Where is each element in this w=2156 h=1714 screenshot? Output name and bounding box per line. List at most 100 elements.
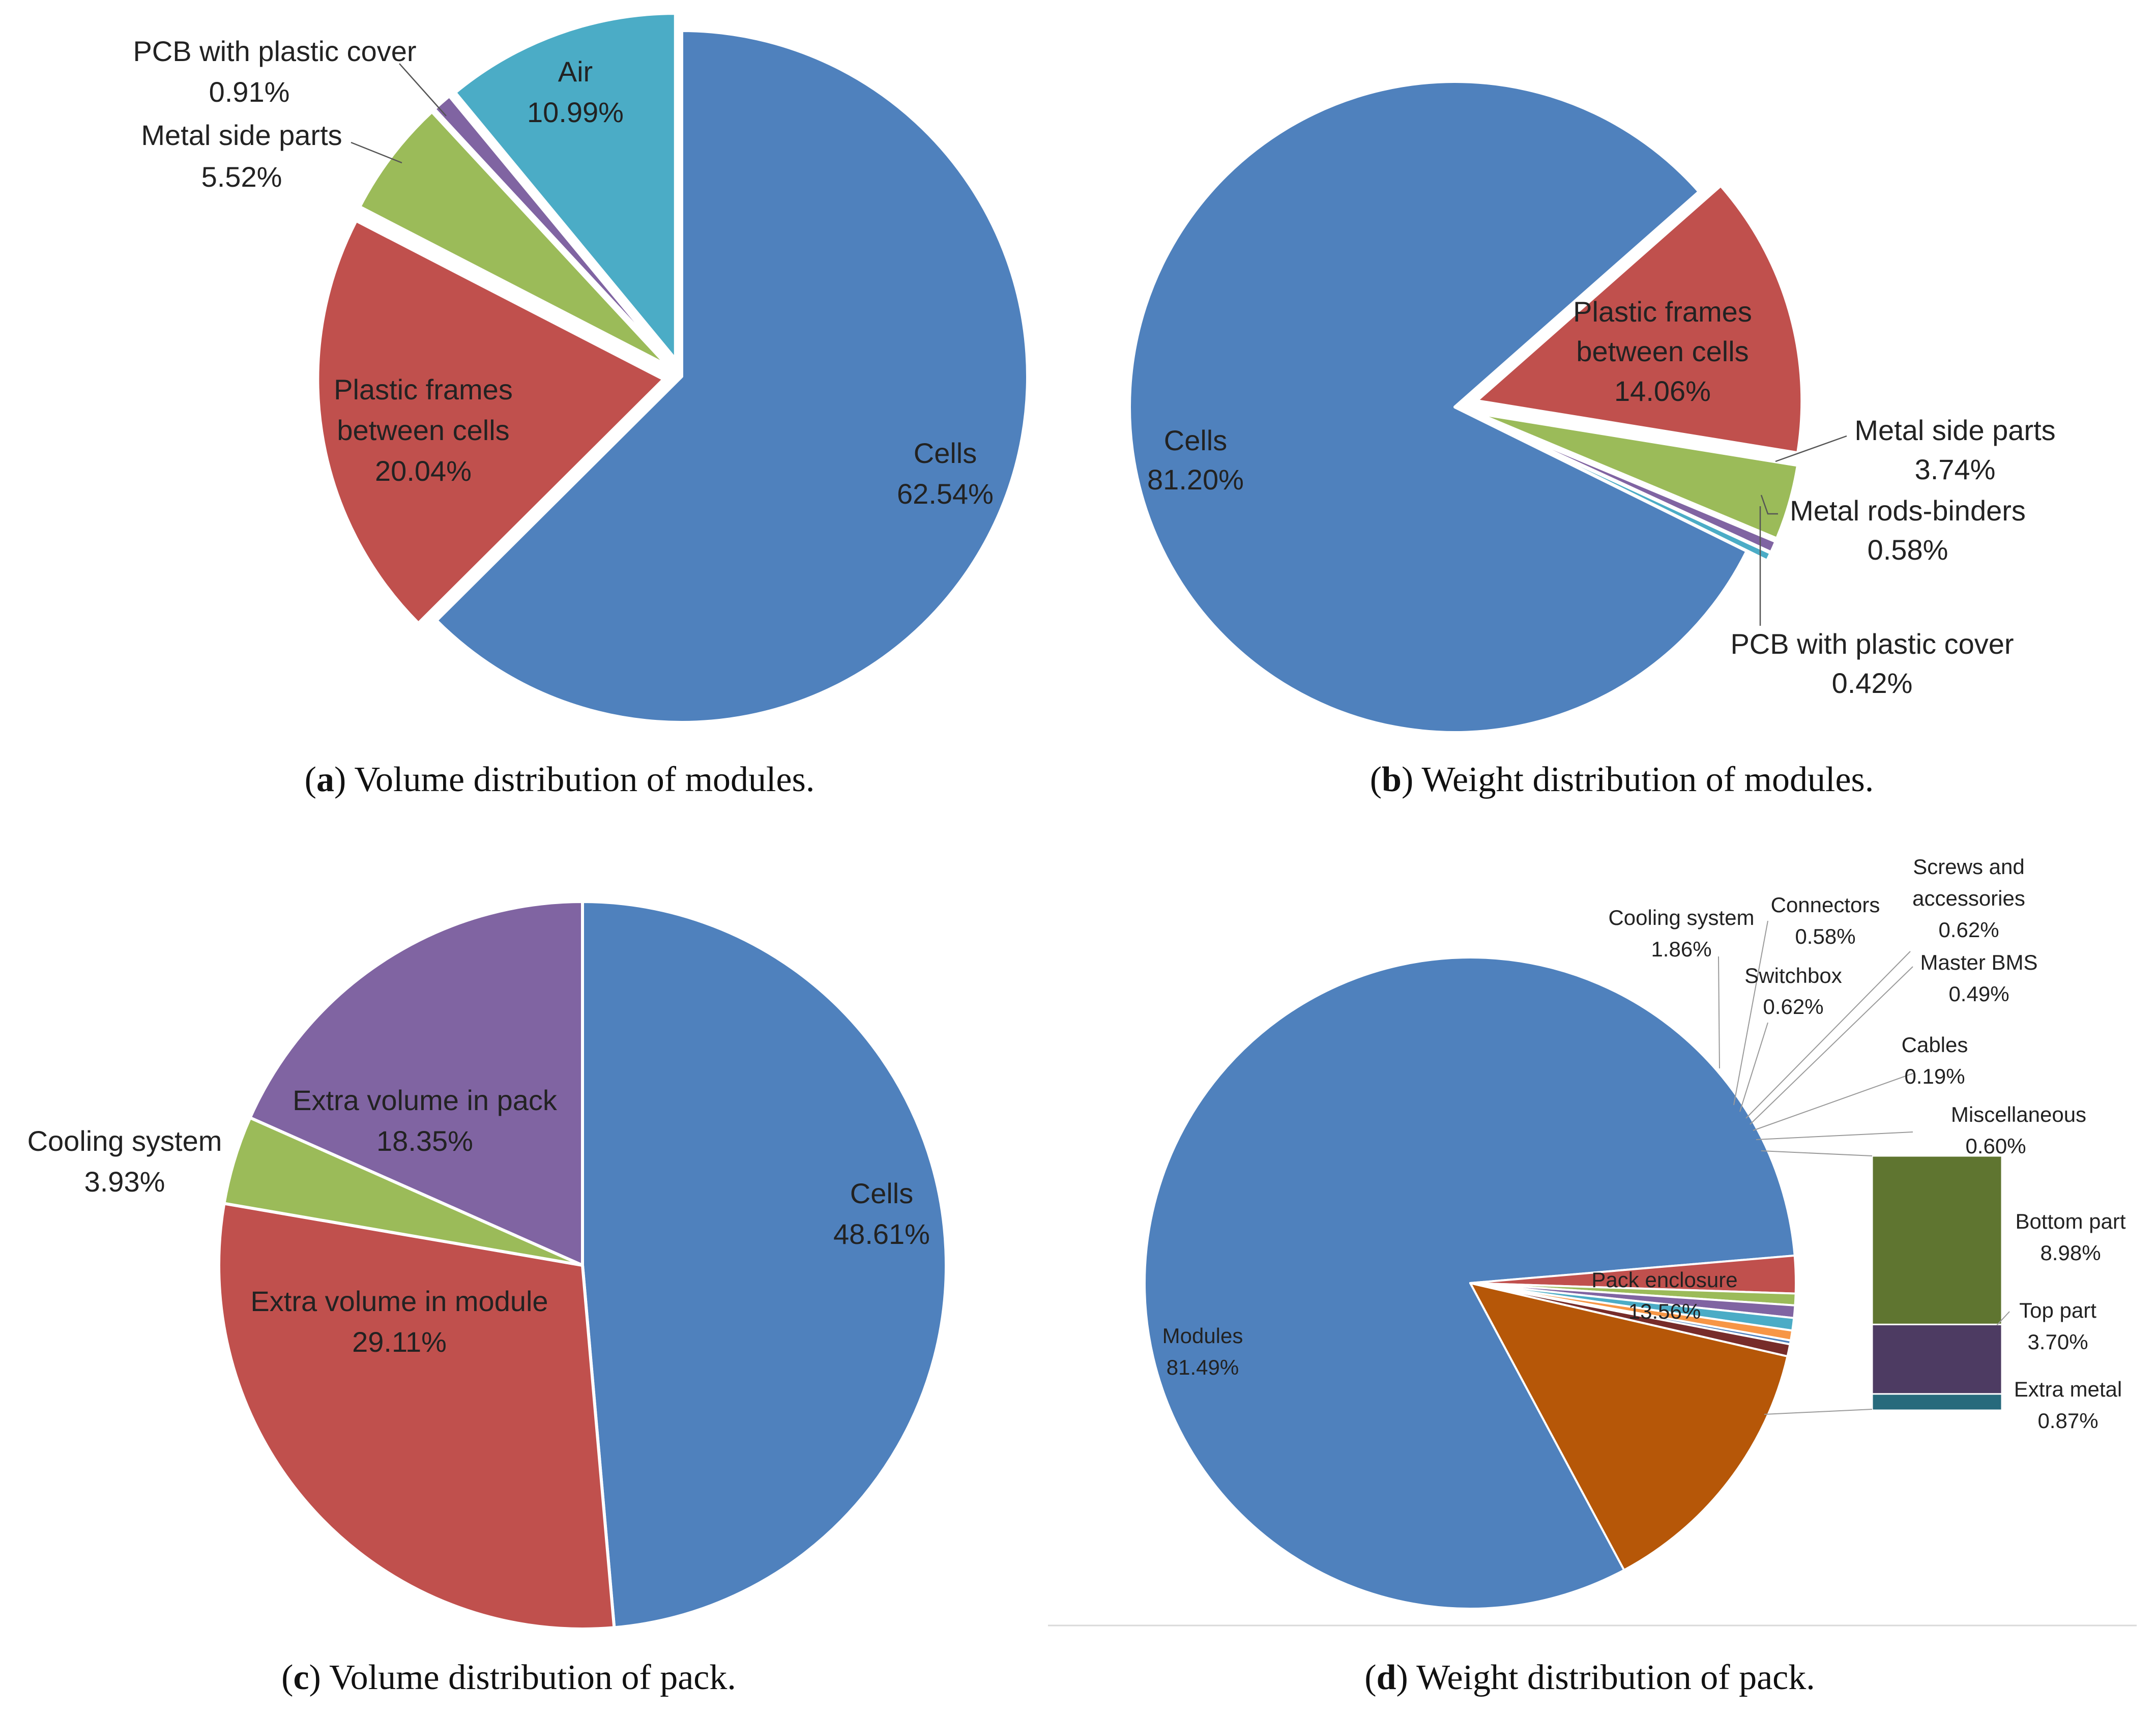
chart-b-label-metal-name: Metal side parts: [1854, 414, 2055, 446]
chart-d-label-top-name: Top part: [2019, 1298, 2096, 1322]
chart-d-leader-top: [1996, 1311, 2010, 1326]
chart-c-label-module-name: Extra volume in module: [250, 1285, 548, 1317]
chart-d-label-misc-name: Miscellaneous: [1951, 1102, 2086, 1126]
chart-d-label-modules-name: Modules: [1162, 1324, 1243, 1348]
chart-d-leader-cables: [1753, 1073, 1913, 1131]
chart-b-label-metal-value: 3.74%: [1915, 453, 1996, 485]
chart-b-leader-metal: [1775, 435, 1847, 462]
chart-b-slice-metal-side-parts: [1475, 412, 1800, 540]
chart-d-caption-letter: d: [1377, 1658, 1396, 1697]
chart-a-caption: (a) Volume distribution of modules.: [305, 760, 815, 799]
chart-d-label-cables-name: Cables: [1902, 1033, 1968, 1057]
chart-b-caption-letter: b: [1382, 760, 1402, 799]
chart-a-label-pcb-value: 0.91%: [209, 76, 290, 108]
chart-a-slice-pcb-with-plastic-cover: [432, 94, 672, 364]
chart-a-label-pcb-name: PCB with plastic cover: [133, 35, 416, 67]
chart-c-label-cells-value: 48.61%: [833, 1218, 930, 1250]
chart-a-slice-air: [453, 12, 677, 361]
chart-b-caption: (b) Weight distribution of modules.: [1370, 760, 1874, 799]
chart-a-label-metal-value: 5.52%: [201, 161, 282, 193]
chart-a-leader-metal: [351, 141, 402, 164]
chart-b-slice-plastic-frames-between-cells: [1475, 184, 1804, 455]
chart-a: PCB with plastic cover 0.91% Metal side …: [133, 12, 1029, 799]
chart-c-slice-cells: [581, 900, 948, 1630]
chart-a-label-cells-name: Cells: [914, 437, 977, 469]
chart-a-leader-pcb: [399, 63, 447, 117]
chart-a-label-air-name: Air: [558, 55, 593, 88]
chart-a-label-metal-name: Metal side parts: [141, 119, 342, 151]
chart-b-slice-cells: [1128, 80, 1749, 734]
chart-c-slice-extra-volume-in-pack: [248, 900, 584, 1267]
chart-d-caption-title: Weight distribution of pack.: [1416, 1658, 1815, 1697]
chart-d-label-top-value: 3.70%: [2027, 1330, 2088, 1354]
chart-a-slice-cells: [434, 29, 1029, 724]
chart-c-label-cooling-value: 3.93%: [84, 1166, 165, 1198]
chart-d-bar-extra-metal: [1871, 1393, 2003, 1411]
chart-d-caption: (d) Weight distribution of pack.: [1364, 1658, 1815, 1697]
chart-a-label-cells-value: 62.54%: [897, 478, 994, 510]
chart-b-leader-rods: [1760, 495, 1778, 515]
chart-a-label-plastic-line1: Plastic frames: [334, 373, 513, 405]
chart-d-label-bms-name: Master BMS: [1920, 950, 2037, 974]
chart-d-leader-screws: [1745, 951, 1911, 1119]
chart-b-caption-title: Weight distribution of modules.: [1422, 760, 1874, 799]
chart-a-slices: [316, 12, 1029, 724]
chart-c-label-pack-name: Extra volume in pack: [293, 1084, 558, 1116]
chart-c-label-cells-name: Cells: [850, 1177, 913, 1209]
chart-c-caption-letter: c: [293, 1658, 309, 1697]
chart-d-leader-cooling: [1718, 956, 1720, 1069]
chart-b-label-cells-name: Cells: [1164, 424, 1227, 456]
chart-a-caption-title: Volume distribution of modules.: [355, 760, 815, 799]
chart-a-label-plastic-line2: between cells: [337, 414, 509, 446]
chart-d-label-cables-value: 0.19%: [1904, 1064, 1965, 1088]
chart-c-label-module-value: 29.11%: [352, 1326, 447, 1358]
chart-d-label-extra-name: Extra metal: [2014, 1377, 2122, 1401]
chart-b-label-plastic-line1: Plastic frames: [1573, 296, 1752, 328]
chart-b-label-rods-value: 0.58%: [1868, 534, 1948, 566]
chart-d-label-extra-value: 0.87%: [2037, 1409, 2098, 1433]
chart-d-leader-bms: [1750, 966, 1913, 1125]
chart-d-label-screws-line2: accessories: [1912, 886, 2025, 910]
chart-c-slices: [217, 900, 948, 1631]
chart-d-label-modules-value: 81.49%: [1167, 1355, 1239, 1379]
chart-d-label-connectors-name: Connectors: [1771, 893, 1880, 917]
chart-d-bar-bottom-part: [1871, 1155, 2003, 1325]
chart-d-label-bms-value: 0.49%: [1948, 982, 2009, 1006]
chart-d-label-screws-value: 0.62%: [1938, 918, 1999, 942]
chart-b: Plastic frames between cells 14.06% Meta…: [1128, 80, 2056, 799]
chart-d-label-connectors-value: 0.58%: [1795, 924, 1855, 948]
chart-c-label-pack-value: 18.35%: [376, 1125, 473, 1157]
chart-d-connector-bottom: [1764, 1409, 1873, 1415]
chart-a-caption-letter: a: [316, 760, 334, 799]
chart-d-label-switchbox-value: 0.62%: [1763, 995, 1823, 1019]
chart-b-label-cells-value: 81.20%: [1147, 463, 1244, 496]
chart-d-label-misc-value: 0.60%: [1965, 1134, 2026, 1158]
chart-a-slice-plastic-frames-between-cells: [316, 219, 665, 625]
chart-b-label-pcb-value: 0.42%: [1832, 667, 1913, 699]
chart-d-label-bottom-name: Bottom part: [2015, 1209, 2125, 1233]
chart-d: Cooling system 1.86% Connectors 0.58% Sw…: [1048, 855, 2137, 1697]
chart-d-leader-connectors: [1733, 920, 1768, 1106]
chart-c-caption: (c) Volume distribution of pack.: [281, 1658, 736, 1697]
chart-d-label-enclosure-value: 13.56%: [1628, 1299, 1701, 1323]
chart-c: Cells 48.61% Extra volume in module 29.1…: [27, 900, 948, 1697]
chart-c-slice-extra-volume-in-module: [217, 1202, 616, 1631]
chart-d-leader-switchbox: [1739, 1022, 1768, 1112]
chart-b-label-pcb-name: PCB with plastic cover: [1730, 628, 2014, 660]
chart-d-label-cooling-name: Cooling system: [1608, 906, 1754, 929]
chart-d-label-switchbox-name: Switchbox: [1744, 964, 1842, 987]
chart-b-slices: [1128, 80, 1804, 734]
chart-d-breakdown-bar: [1871, 1155, 2003, 1411]
chart-b-label-rods-name: Metal rods-binders: [1790, 495, 2026, 527]
chart-c-label-cooling-name: Cooling system: [27, 1125, 222, 1157]
chart-b-label-plastic-value: 14.06%: [1614, 375, 1711, 407]
chart-d-slices: [1144, 956, 1797, 1610]
chart-b-label-plastic-line2: between cells: [1576, 335, 1749, 367]
chart-d-slice-miscellaneous: [1469, 1282, 1791, 1357]
chart-d-label-screws-line1: Screws and: [1913, 855, 2024, 879]
chart-d-connector-top: [1761, 1150, 1873, 1156]
chart-d-label-enclosure-name: Pack enclosure: [1591, 1268, 1737, 1292]
chart-a-label-air-value: 10.99%: [527, 96, 624, 128]
chart-d-leader-misc: [1756, 1131, 1913, 1140]
